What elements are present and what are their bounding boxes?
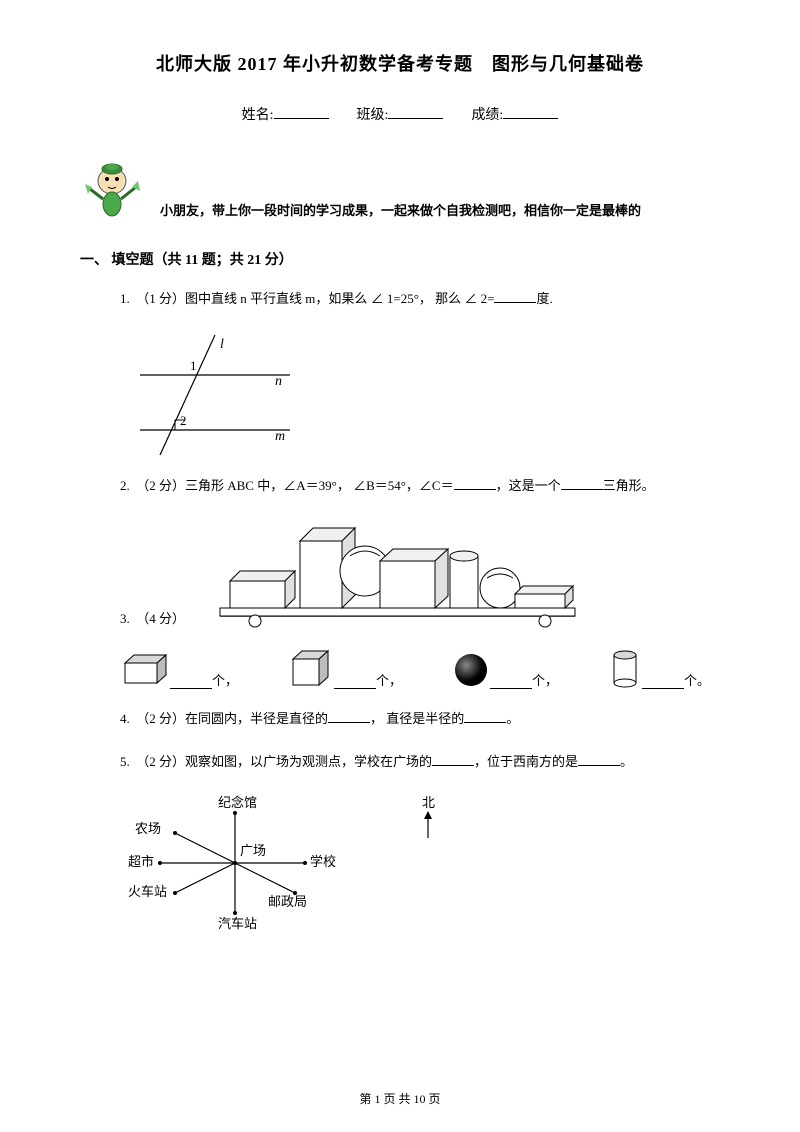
fig1-angle1: 1 — [190, 358, 197, 373]
question-4: 4. （2 分）在同圆内，半径是直径的 ， 直径是半径的 。 — [120, 707, 720, 732]
north-label: 北 — [422, 795, 435, 810]
figure-q5: 纪念馆 农场 超市 火车站 汽车站 邮政局 学校 广场 北 — [120, 793, 720, 933]
shape-cube-item: 个， — [288, 647, 402, 689]
map-post: 邮政局 — [268, 894, 307, 909]
q4-post: 。 — [506, 711, 519, 726]
fig1-l: l — [220, 337, 224, 352]
page-footer: 第 1 页 共 10 页 — [0, 1090, 800, 1107]
q3-unit3: 个， — [532, 670, 558, 689]
name-label: 姓名: — [242, 108, 274, 123]
map-farm: 农场 — [135, 821, 161, 836]
question-2: 2. （2 分）三角形 ABC 中，∠A＝39°， ∠B＝54°，∠C＝ ，这是一… — [120, 474, 720, 499]
q2-pre: 2. （2 分）三角形 ABC 中，∠A＝39°， ∠B＝54°，∠C＝ — [120, 478, 454, 493]
cube-icon — [288, 647, 334, 689]
q2-blank2[interactable] — [561, 477, 603, 490]
class-label: 班级: — [357, 108, 389, 123]
figure-q1: l n m 1 2 — [120, 330, 720, 464]
score-blank[interactable] — [503, 105, 558, 119]
map-bus: 汽车站 — [218, 916, 257, 931]
q3-blank4[interactable] — [642, 676, 684, 689]
q4-mid: ， 直径是半径的 — [370, 711, 464, 726]
fig1-m: m — [275, 429, 285, 444]
q3-blank1[interactable] — [170, 676, 212, 689]
q2-blank1[interactable] — [454, 477, 496, 490]
score-label: 成绩: — [471, 108, 503, 123]
q2-mid: ，这是一个 — [496, 478, 561, 493]
compass-icon: 北 — [410, 793, 450, 843]
map-market: 超市 — [128, 854, 154, 869]
map-school: 学校 — [310, 854, 336, 869]
q3-blank2[interactable] — [334, 676, 376, 689]
q3-blank3[interactable] — [490, 676, 532, 689]
q2-post: 三角形。 — [603, 478, 655, 493]
map-train: 火车站 — [128, 884, 167, 899]
q1-post: 度. — [536, 291, 552, 306]
cuboid-icon — [120, 651, 170, 689]
q3-unit4: 个。 — [684, 670, 710, 689]
q3-unit2: 个， — [376, 670, 402, 689]
fig1-n: n — [275, 374, 282, 389]
mascot-icon — [80, 159, 150, 224]
student-info-line: 姓名: 班级: 成绩: — [80, 104, 720, 124]
cylinder-icon — [608, 647, 642, 689]
section-1-heading: 一、 填空题（共 11 题；共 21 分） — [80, 249, 720, 269]
q3-unit1: 个， — [212, 670, 238, 689]
page-title: 北师大版 2017 年小升初数学备考专题 图形与几何基础卷 — [80, 50, 720, 76]
name-blank[interactable] — [274, 105, 329, 119]
shape-cylinder-item: 个。 — [608, 647, 710, 689]
q3-answer-row: 个， 个， 个， 个。 — [120, 647, 720, 689]
question-3-row: 3. （4 分） — [120, 516, 720, 635]
q5-pre: 5. （2 分）观察如图，以广场为观测点，学校在广场的 — [120, 754, 432, 769]
q4-pre: 4. （2 分）在同圆内，半径是直径的 — [120, 711, 328, 726]
intro-row: 小朋友，带上你一段时间的学习成果，一起来做个自我检测吧，相信你一定是最棒的 — [80, 159, 720, 224]
shape-sphere-item: 个， — [452, 651, 558, 689]
map-square: 广场 — [240, 843, 266, 858]
intro-text: 小朋友，带上你一段时间的学习成果，一起来做个自我检测吧，相信你一定是最棒的 — [160, 200, 641, 224]
map-memorial: 纪念馆 — [218, 795, 257, 810]
q5-post: 。 — [620, 754, 633, 769]
shape-cuboid-item: 个， — [120, 651, 238, 689]
question-5: 5. （2 分）观察如图，以广场为观测点，学校在广场的 ，位于西南方的是 。 — [120, 750, 720, 775]
class-blank[interactable] — [388, 105, 443, 119]
question-1: 1. （1 分）图中直线 n 平行直线 m，如果么 ∠ 1=25°， 那么 ∠ … — [120, 287, 720, 312]
q5-mid: ，位于西南方的是 — [474, 754, 578, 769]
q5-blank1[interactable] — [432, 753, 474, 766]
figure-q3 — [215, 516, 585, 635]
q1-blank[interactable] — [494, 290, 536, 303]
q1-pre: 1. （1 分）图中直线 n 平行直线 m，如果么 ∠ 1=25°， 那么 ∠ … — [120, 291, 494, 306]
q5-blank2[interactable] — [578, 753, 620, 766]
q3-label: 3. （4 分） — [120, 608, 185, 635]
q4-blank1[interactable] — [328, 710, 370, 723]
q4-blank2[interactable] — [464, 710, 506, 723]
sphere-icon — [452, 651, 490, 689]
